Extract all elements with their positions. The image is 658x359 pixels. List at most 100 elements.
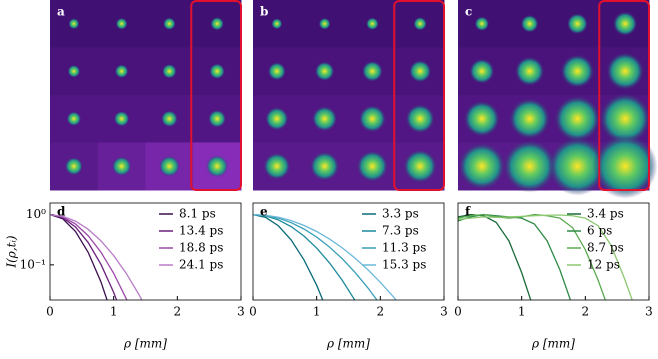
- x-tick-label: 3: [440, 305, 448, 319]
- highlight-box: [393, 0, 445, 191]
- x-tick-label: 1: [313, 305, 321, 319]
- series-line: [458, 214, 633, 300]
- series-line: [50, 213, 143, 300]
- beam-spot: [163, 17, 176, 31]
- legend-label: 12 ps: [587, 258, 620, 272]
- beam-spot: [115, 17, 128, 30]
- beam-spot: [566, 13, 588, 35]
- beam-spot: [612, 11, 638, 36]
- beam-spot: [408, 60, 432, 83]
- beam-spot: [67, 64, 81, 78]
- x-tick-label: 2: [582, 305, 590, 319]
- beam-spot: [209, 63, 225, 80]
- series-line: [253, 213, 324, 300]
- series-line: [458, 213, 572, 300]
- legend-label: 18.8 ps: [179, 241, 223, 255]
- beam-spot: [210, 17, 224, 31]
- beam-spot: [267, 62, 286, 81]
- plot-frame: [49, 202, 242, 301]
- beam-spot: [68, 18, 80, 30]
- beam-spot: [310, 151, 340, 181]
- x-tick-label: 0: [46, 305, 54, 319]
- beam-spot: [366, 17, 379, 31]
- legend-label: 13.4 ps: [179, 224, 223, 238]
- x-tick-label: 0: [249, 305, 257, 319]
- x-tick-label: 1: [518, 305, 526, 319]
- beam-spot: [158, 155, 180, 177]
- beam-spot: [358, 105, 386, 133]
- x-tick-label: 0: [454, 305, 462, 319]
- beam-spot: [314, 61, 335, 81]
- series-line: [253, 213, 397, 300]
- beam-spot: [318, 17, 331, 30]
- beam-spot: [113, 110, 130, 127]
- legend-label: 6 ps: [587, 224, 612, 238]
- beam-spot: [520, 14, 539, 33]
- beam-spot: [205, 155, 229, 178]
- plot-frame: [457, 202, 650, 301]
- beam-spot: [208, 109, 227, 128]
- x-axis-label: ρ [mm]: [123, 337, 167, 351]
- plot-frame: [252, 202, 445, 301]
- series-line: [458, 213, 607, 300]
- beam-spot: [474, 16, 490, 31]
- beam-spot: [64, 157, 83, 176]
- beam-spot: [405, 104, 435, 134]
- beam-spot: [606, 52, 644, 91]
- panel-label: a: [57, 5, 65, 19]
- x-axis-label: ρ [mm]: [531, 337, 575, 351]
- series-line: [253, 213, 378, 300]
- y-axis-label: I(ρ,tᵢ): [5, 235, 19, 269]
- beam-spot: [599, 93, 651, 145]
- beam-spot: [162, 63, 177, 79]
- beam-spot: [463, 100, 500, 137]
- panel-label: c: [465, 5, 472, 19]
- x-tick-label: 3: [645, 305, 653, 319]
- beam-spot: [458, 142, 506, 190]
- panel-label: f: [465, 205, 471, 219]
- beam-spot: [265, 107, 289, 131]
- beam-spot: [271, 18, 283, 30]
- beam-spot: [111, 156, 132, 176]
- series-line: [253, 213, 356, 300]
- legend-label: 8.7 ps: [587, 241, 624, 255]
- legend-label: 3.4 ps: [587, 207, 624, 221]
- y-tick-label: 10⁻¹: [20, 257, 46, 271]
- beam-spot: [114, 64, 129, 79]
- highlight-box: [598, 0, 650, 191]
- series-line: [50, 213, 118, 300]
- beam-spot: [161, 110, 178, 128]
- legend-label: 7.3 ps: [382, 224, 419, 238]
- x-tick-label: 3: [237, 305, 245, 319]
- x-tick-label: 1: [110, 305, 118, 319]
- legend-label: 15.3 ps: [382, 258, 426, 272]
- legend-label: 11.3 ps: [382, 241, 426, 255]
- legend-label: 3.3 ps: [382, 207, 419, 221]
- legend-label: 8.1 ps: [179, 207, 216, 221]
- beam-spot: [514, 56, 545, 86]
- beam-spot: [413, 17, 427, 31]
- beam-spot: [66, 111, 82, 126]
- beam-spot: [509, 98, 551, 140]
- panel-label: b: [260, 5, 268, 19]
- x-axis-label: ρ [mm]: [326, 337, 370, 351]
- highlight-box: [190, 0, 242, 191]
- x-tick-label: 2: [174, 305, 182, 319]
- beam-spot: [403, 149, 437, 183]
- panel-label: d: [57, 205, 66, 219]
- beam-spot: [311, 106, 338, 132]
- series-line: [50, 213, 128, 300]
- series-line: [50, 213, 108, 300]
- beam-spot: [503, 139, 556, 193]
- beam-spot: [554, 95, 601, 142]
- x-tick-label: 2: [377, 305, 385, 319]
- beam-spot: [356, 150, 389, 182]
- y-tick-label: 10⁰: [26, 207, 46, 221]
- beam-spot: [548, 136, 607, 196]
- beam-spot: [263, 152, 291, 180]
- legend-label: 24.1 ps: [179, 258, 223, 272]
- beam-spot: [469, 58, 495, 84]
- series-line: [458, 213, 532, 300]
- beam-spot: [361, 60, 383, 82]
